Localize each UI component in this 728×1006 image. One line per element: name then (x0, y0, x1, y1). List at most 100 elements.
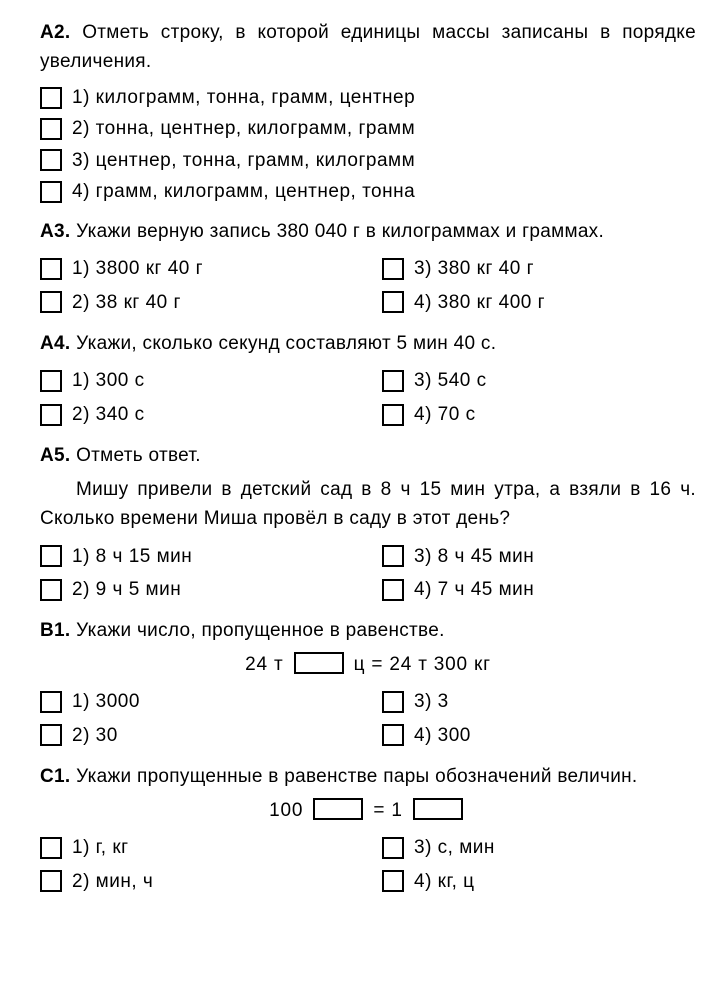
option-a3-3[interactable]: 3) 380 кг 40 г (382, 254, 696, 283)
option-a4-2[interactable]: 2) 340 с (40, 400, 354, 429)
question-a2-prompt: А2. Отметь строку, в которой единицы мас… (40, 18, 696, 77)
checkbox-icon[interactable] (40, 258, 62, 280)
question-a5-text: Отметь ответ. (76, 445, 201, 466)
question-c1-num: С1. (40, 766, 70, 787)
blank-box-icon[interactable] (413, 798, 463, 820)
question-a5-options: 1) 8 ч 15 мин 3) 8 ч 45 мин 2) 9 ч 5 мин… (40, 540, 696, 607)
question-a4-prompt: А4. Укажи, сколько секунд составляют 5 м… (40, 329, 696, 358)
option-a5-4[interactable]: 4) 7 ч 45 мин (382, 575, 696, 604)
option-a2-4-text: 4) грамм, килограмм, центнер, тонна (72, 177, 415, 206)
question-a2: А2. Отметь строку, в которой единицы мас… (40, 18, 696, 207)
eq-c1-left: 100 (269, 800, 303, 821)
checkbox-icon[interactable] (40, 370, 62, 392)
option-a2-1-text: 1) килограмм, тонна, грамм, центнер (72, 83, 415, 112)
question-a5-story-text: Мишу привели в детский сад в 8 ч 15 мин … (40, 479, 696, 529)
option-c1-2[interactable]: 2) мин, ч (40, 867, 354, 896)
eq-c1-mid: = 1 (373, 800, 402, 821)
question-a5-num: А5. (40, 445, 70, 466)
checkbox-icon[interactable] (40, 579, 62, 601)
option-a3-3-text: 3) 380 кг 40 г (414, 254, 534, 283)
option-a3-2-text: 2) 38 кг 40 г (72, 288, 181, 317)
option-a2-3[interactable]: 3) центнер, тонна, грамм, килограмм (40, 146, 696, 175)
eq-b1-mid: ц = 24 т 300 кг (354, 654, 491, 675)
option-b1-2[interactable]: 2) 30 (40, 721, 354, 750)
question-a4-options: 1) 300 с 3) 540 с 2) 340 с 4) 70 с (40, 364, 696, 431)
option-c1-4-text: 4) кг, ц (414, 867, 475, 896)
checkbox-icon[interactable] (382, 370, 404, 392)
question-b1-text: Укажи число, пропущенное в равенстве. (76, 620, 445, 641)
eq-b1-left: 24 т (245, 654, 283, 675)
option-a3-1[interactable]: 1) 3800 кг 40 г (40, 254, 354, 283)
checkbox-icon[interactable] (40, 291, 62, 313)
question-b1-options: 1) 3000 3) 3 2) 30 4) 300 (40, 685, 696, 752)
question-a3-options: 1) 3800 кг 40 г 3) 380 кг 40 г 2) 38 кг … (40, 252, 696, 319)
option-b1-1[interactable]: 1) 3000 (40, 687, 354, 716)
option-c1-3-text: 3) с, мин (414, 833, 495, 862)
option-a5-1[interactable]: 1) 8 ч 15 мин (40, 542, 354, 571)
question-a3-prompt: А3. Укажи верную запись 380 040 г в кило… (40, 217, 696, 246)
checkbox-icon[interactable] (40, 545, 62, 567)
blank-box-icon[interactable] (313, 798, 363, 820)
option-a2-1[interactable]: 1) килограмм, тонна, грамм, центнер (40, 83, 696, 112)
checkbox-icon[interactable] (382, 545, 404, 567)
question-a3-num: А3. (40, 221, 70, 242)
checkbox-icon[interactable] (382, 870, 404, 892)
option-a5-2-text: 2) 9 ч 5 мин (72, 575, 181, 604)
option-a3-4[interactable]: 4) 380 кг 400 г (382, 288, 696, 317)
option-a3-1-text: 1) 3800 кг 40 г (72, 254, 203, 283)
question-a2-options: 1) килограмм, тонна, грамм, центнер 2) т… (40, 83, 696, 207)
option-a4-3[interactable]: 3) 540 с (382, 366, 696, 395)
option-b1-3[interactable]: 3) 3 (382, 687, 696, 716)
question-a4-num: А4. (40, 333, 70, 354)
question-a5: А5. Отметь ответ. Мишу привели в детский… (40, 441, 696, 606)
question-c1-text: Укажи пропущенные в равенстве пары обозн… (76, 766, 637, 787)
option-a5-3[interactable]: 3) 8 ч 45 мин (382, 542, 696, 571)
option-c1-3[interactable]: 3) с, мин (382, 833, 696, 862)
option-a3-2[interactable]: 2) 38 кг 40 г (40, 288, 354, 317)
question-a4: А4. Укажи, сколько секунд составляют 5 м… (40, 329, 696, 431)
checkbox-icon[interactable] (40, 118, 62, 140)
checkbox-icon[interactable] (382, 579, 404, 601)
option-c1-1[interactable]: 1) г, кг (40, 833, 354, 862)
option-a2-2[interactable]: 2) тонна, центнер, килограмм, грамм (40, 114, 696, 143)
checkbox-icon[interactable] (40, 870, 62, 892)
option-a2-4[interactable]: 4) грамм, килограмм, центнер, тонна (40, 177, 696, 206)
question-a4-text: Укажи, сколько секунд составляют 5 мин 4… (76, 333, 496, 354)
checkbox-icon[interactable] (40, 691, 62, 713)
option-a4-4[interactable]: 4) 70 с (382, 400, 696, 429)
option-b1-4-text: 4) 300 (414, 721, 471, 750)
blank-box-icon[interactable] (294, 652, 344, 674)
checkbox-icon[interactable] (40, 404, 62, 426)
checkbox-icon[interactable] (382, 404, 404, 426)
question-b1-prompt: В1. Укажи число, пропущенное в равенстве… (40, 616, 696, 645)
checkbox-icon[interactable] (40, 149, 62, 171)
checkbox-icon[interactable] (382, 258, 404, 280)
option-a4-3-text: 3) 540 с (414, 366, 487, 395)
question-c1-options: 1) г, кг 3) с, мин 2) мин, ч 4) кг, ц (40, 831, 696, 898)
checkbox-icon[interactable] (40, 724, 62, 746)
question-a5-prompt: А5. Отметь ответ. (40, 441, 696, 470)
checkbox-icon[interactable] (40, 181, 62, 203)
checkbox-icon[interactable] (382, 691, 404, 713)
checkbox-icon[interactable] (382, 724, 404, 746)
question-a3: А3. Укажи верную запись 380 040 г в кило… (40, 217, 696, 319)
option-a4-1-text: 1) 300 с (72, 366, 145, 395)
question-a2-text: Отметь строку, в которой единицы массы з… (40, 22, 696, 72)
question-c1-prompt: С1. Укажи пропущенные в равенстве пары о… (40, 762, 696, 791)
option-a5-2[interactable]: 2) 9 ч 5 мин (40, 575, 354, 604)
option-b1-3-text: 3) 3 (414, 687, 449, 716)
option-a5-1-text: 1) 8 ч 15 мин (72, 542, 192, 571)
question-a5-story: Мишу привели в детский сад в 8 ч 15 мин … (40, 475, 696, 534)
checkbox-icon[interactable] (40, 87, 62, 109)
option-b1-4[interactable]: 4) 300 (382, 721, 696, 750)
question-c1: С1. Укажи пропущенные в равенстве пары о… (40, 762, 696, 898)
option-a2-3-text: 3) центнер, тонна, грамм, килограмм (72, 146, 415, 175)
option-c1-4[interactable]: 4) кг, ц (382, 867, 696, 896)
option-a4-1[interactable]: 1) 300 с (40, 366, 354, 395)
option-a2-2-text: 2) тонна, центнер, килограмм, грамм (72, 114, 415, 143)
checkbox-icon[interactable] (40, 837, 62, 859)
option-a5-4-text: 4) 7 ч 45 мин (414, 575, 534, 604)
checkbox-icon[interactable] (382, 837, 404, 859)
checkbox-icon[interactable] (382, 291, 404, 313)
question-b1-num: В1. (40, 620, 70, 641)
